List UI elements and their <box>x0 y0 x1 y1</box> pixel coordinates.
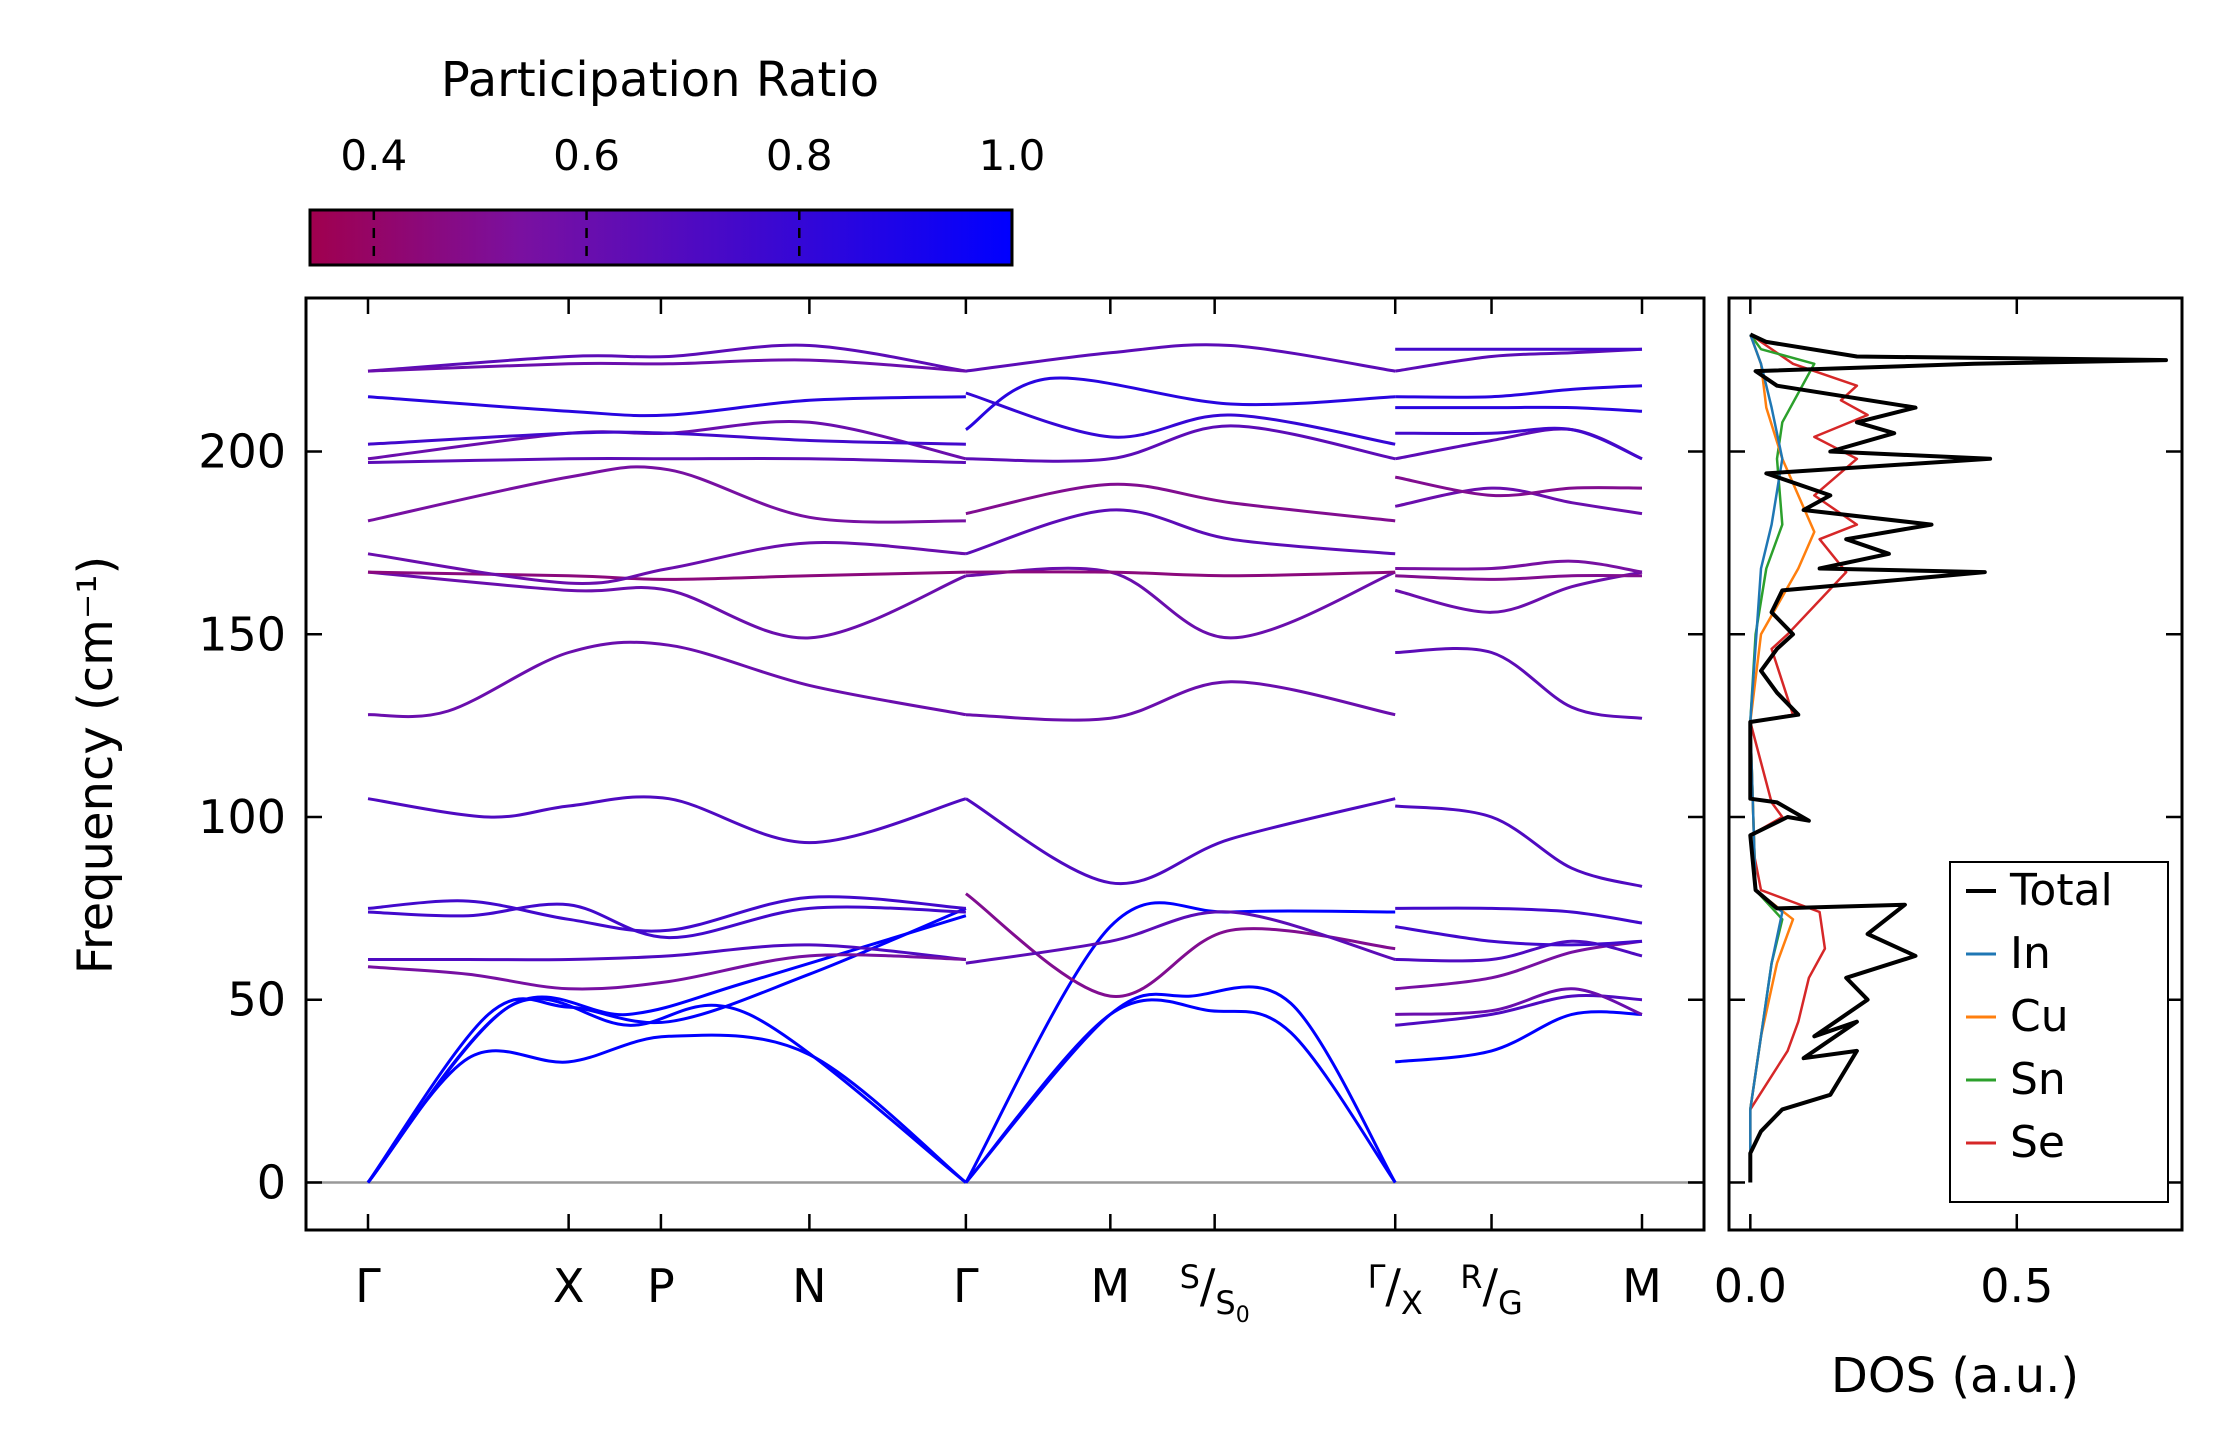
phonon-band <box>367 570 966 581</box>
y-tick-label: 100 <box>198 790 286 844</box>
phonon-band <box>366 997 967 1184</box>
k-point-label: M <box>1090 1259 1130 1313</box>
phonon-band <box>1394 486 1643 516</box>
phonon-band <box>367 953 966 991</box>
dos-curve-total <box>1748 332 2168 1183</box>
colorbar-tick-label: 0.8 <box>766 131 833 180</box>
phonon-band <box>1395 646 1643 720</box>
k-point-label: X <box>553 1259 585 1313</box>
legend-label: Cu <box>2010 991 2069 1042</box>
phonon-band <box>1395 405 1643 413</box>
dos-panel: 0.0 0.5 DOS (a.u.) Total In Cu Sn Se <box>1714 296 2184 1404</box>
dos-x-ticks: 0.0 0.5 <box>1714 298 2053 1313</box>
legend-frame <box>1949 861 2169 1203</box>
k-point-label: P <box>647 1259 675 1313</box>
k-point-label: M <box>1622 1259 1662 1313</box>
y-tick-label: 0 <box>257 1155 286 1209</box>
phonon-band <box>965 566 1396 640</box>
legend-label: Total <box>2009 865 2113 916</box>
phonon-band <box>1394 475 1643 498</box>
dos-x-tick-label: 0.0 <box>1714 1259 1787 1313</box>
band-k-path-ticks: Γ X P N Γ M S/S0 Γ/X R/G M <box>355 298 1662 1328</box>
dos-panel-frame <box>1727 296 2184 1232</box>
phonon-band <box>965 343 1396 373</box>
phonon-band <box>366 1033 967 1184</box>
band-y-ticks: 0 50 100 150 200 <box>198 425 1704 1209</box>
colorbar-title: Participation Ratio <box>441 52 879 108</box>
phonon-band <box>367 457 966 464</box>
k-point-label: R/G <box>1460 1258 1523 1322</box>
colorbar-tick-label: 0.4 <box>340 131 407 180</box>
phonon-band <box>965 892 1396 998</box>
phonon-band <box>964 998 1397 1184</box>
colorbar-ticks: 0.4 0.6 0.8 1.0 <box>340 131 1045 265</box>
colorbar <box>308 208 1014 267</box>
phonon-band <box>965 680 1396 722</box>
phonon-band <box>367 541 967 585</box>
phonon-band <box>1395 906 1643 925</box>
phonon-band <box>964 985 1397 1184</box>
phonon-band <box>1395 426 1643 461</box>
phonon-band <box>367 395 966 418</box>
phonon-band <box>366 907 967 1184</box>
phonon-band <box>965 508 1396 556</box>
phonon-band <box>367 358 967 373</box>
y-tick-label: 50 <box>227 973 286 1027</box>
phonon-band <box>1395 1010 1643 1064</box>
band-structure-panel: 0 50 100 150 200 Γ X P N Γ M S/S0 Γ/X R/G M Frequency… <box>68 296 1706 1328</box>
dos-x-axis-label: DOS (a.u.) <box>1831 1348 2079 1404</box>
band-y-axis-label: Frequency (cm⁻¹) <box>68 556 124 974</box>
k-point-label: Γ/X <box>1368 1258 1423 1322</box>
phonon-band <box>965 570 1396 578</box>
phonon-band <box>964 901 1396 1184</box>
phonon-band <box>965 391 1396 446</box>
legend: Total In Cu Sn Se <box>1949 861 2169 1203</box>
k-point-label: Γ <box>355 1259 381 1313</box>
phonon-band <box>1394 570 1643 614</box>
phonon-band <box>367 570 967 640</box>
k-point-label: S/S0 <box>1180 1258 1250 1328</box>
dos-curves <box>1748 332 2168 1183</box>
band-panel-frame <box>304 296 1706 1232</box>
phonon-band <box>1395 993 1643 1027</box>
phonon-band <box>1394 347 1643 373</box>
phonon-band <box>368 943 967 962</box>
phonon-band <box>965 424 1396 463</box>
phonon-band <box>1395 804 1643 888</box>
phonon-band <box>1395 574 1643 581</box>
phonon-band <box>1395 939 1643 991</box>
legend-label: Sn <box>2010 1054 2066 1105</box>
legend-label: In <box>2010 928 2051 979</box>
phonon-band <box>1395 939 1643 963</box>
phonon-bands <box>366 343 1643 1184</box>
k-point-label: N <box>792 1259 826 1313</box>
phonon-band <box>1395 384 1643 399</box>
phonon-band <box>367 430 966 446</box>
phonon-band <box>367 465 966 524</box>
phonon-band <box>965 797 1396 886</box>
phonon-band <box>965 376 1396 431</box>
y-tick-label: 200 <box>198 425 286 479</box>
phonon-band <box>367 795 967 845</box>
colorbar-tick-label: 0.6 <box>553 131 620 180</box>
phonon-band <box>965 482 1396 523</box>
phonon-band <box>367 895 967 933</box>
phonon-band <box>965 910 1396 965</box>
dos-x-tick-label: 0.5 <box>1980 1259 2053 1313</box>
phonon-band <box>1394 925 1643 947</box>
dos-curve-se <box>1749 333 1869 1183</box>
phonon-band <box>1395 987 1643 1016</box>
colorbar-tick-label: 1.0 <box>979 131 1046 180</box>
phonon-band <box>1395 559 1643 574</box>
k-point-label: Γ <box>953 1259 979 1313</box>
y-tick-label: 150 <box>198 607 286 661</box>
phonon-band <box>367 343 967 373</box>
phonon-band <box>367 640 967 719</box>
phonon-band <box>367 902 966 940</box>
legend-items: Total In Cu Sn Se <box>1966 865 2113 1168</box>
legend-label: Se <box>2010 1117 2065 1168</box>
